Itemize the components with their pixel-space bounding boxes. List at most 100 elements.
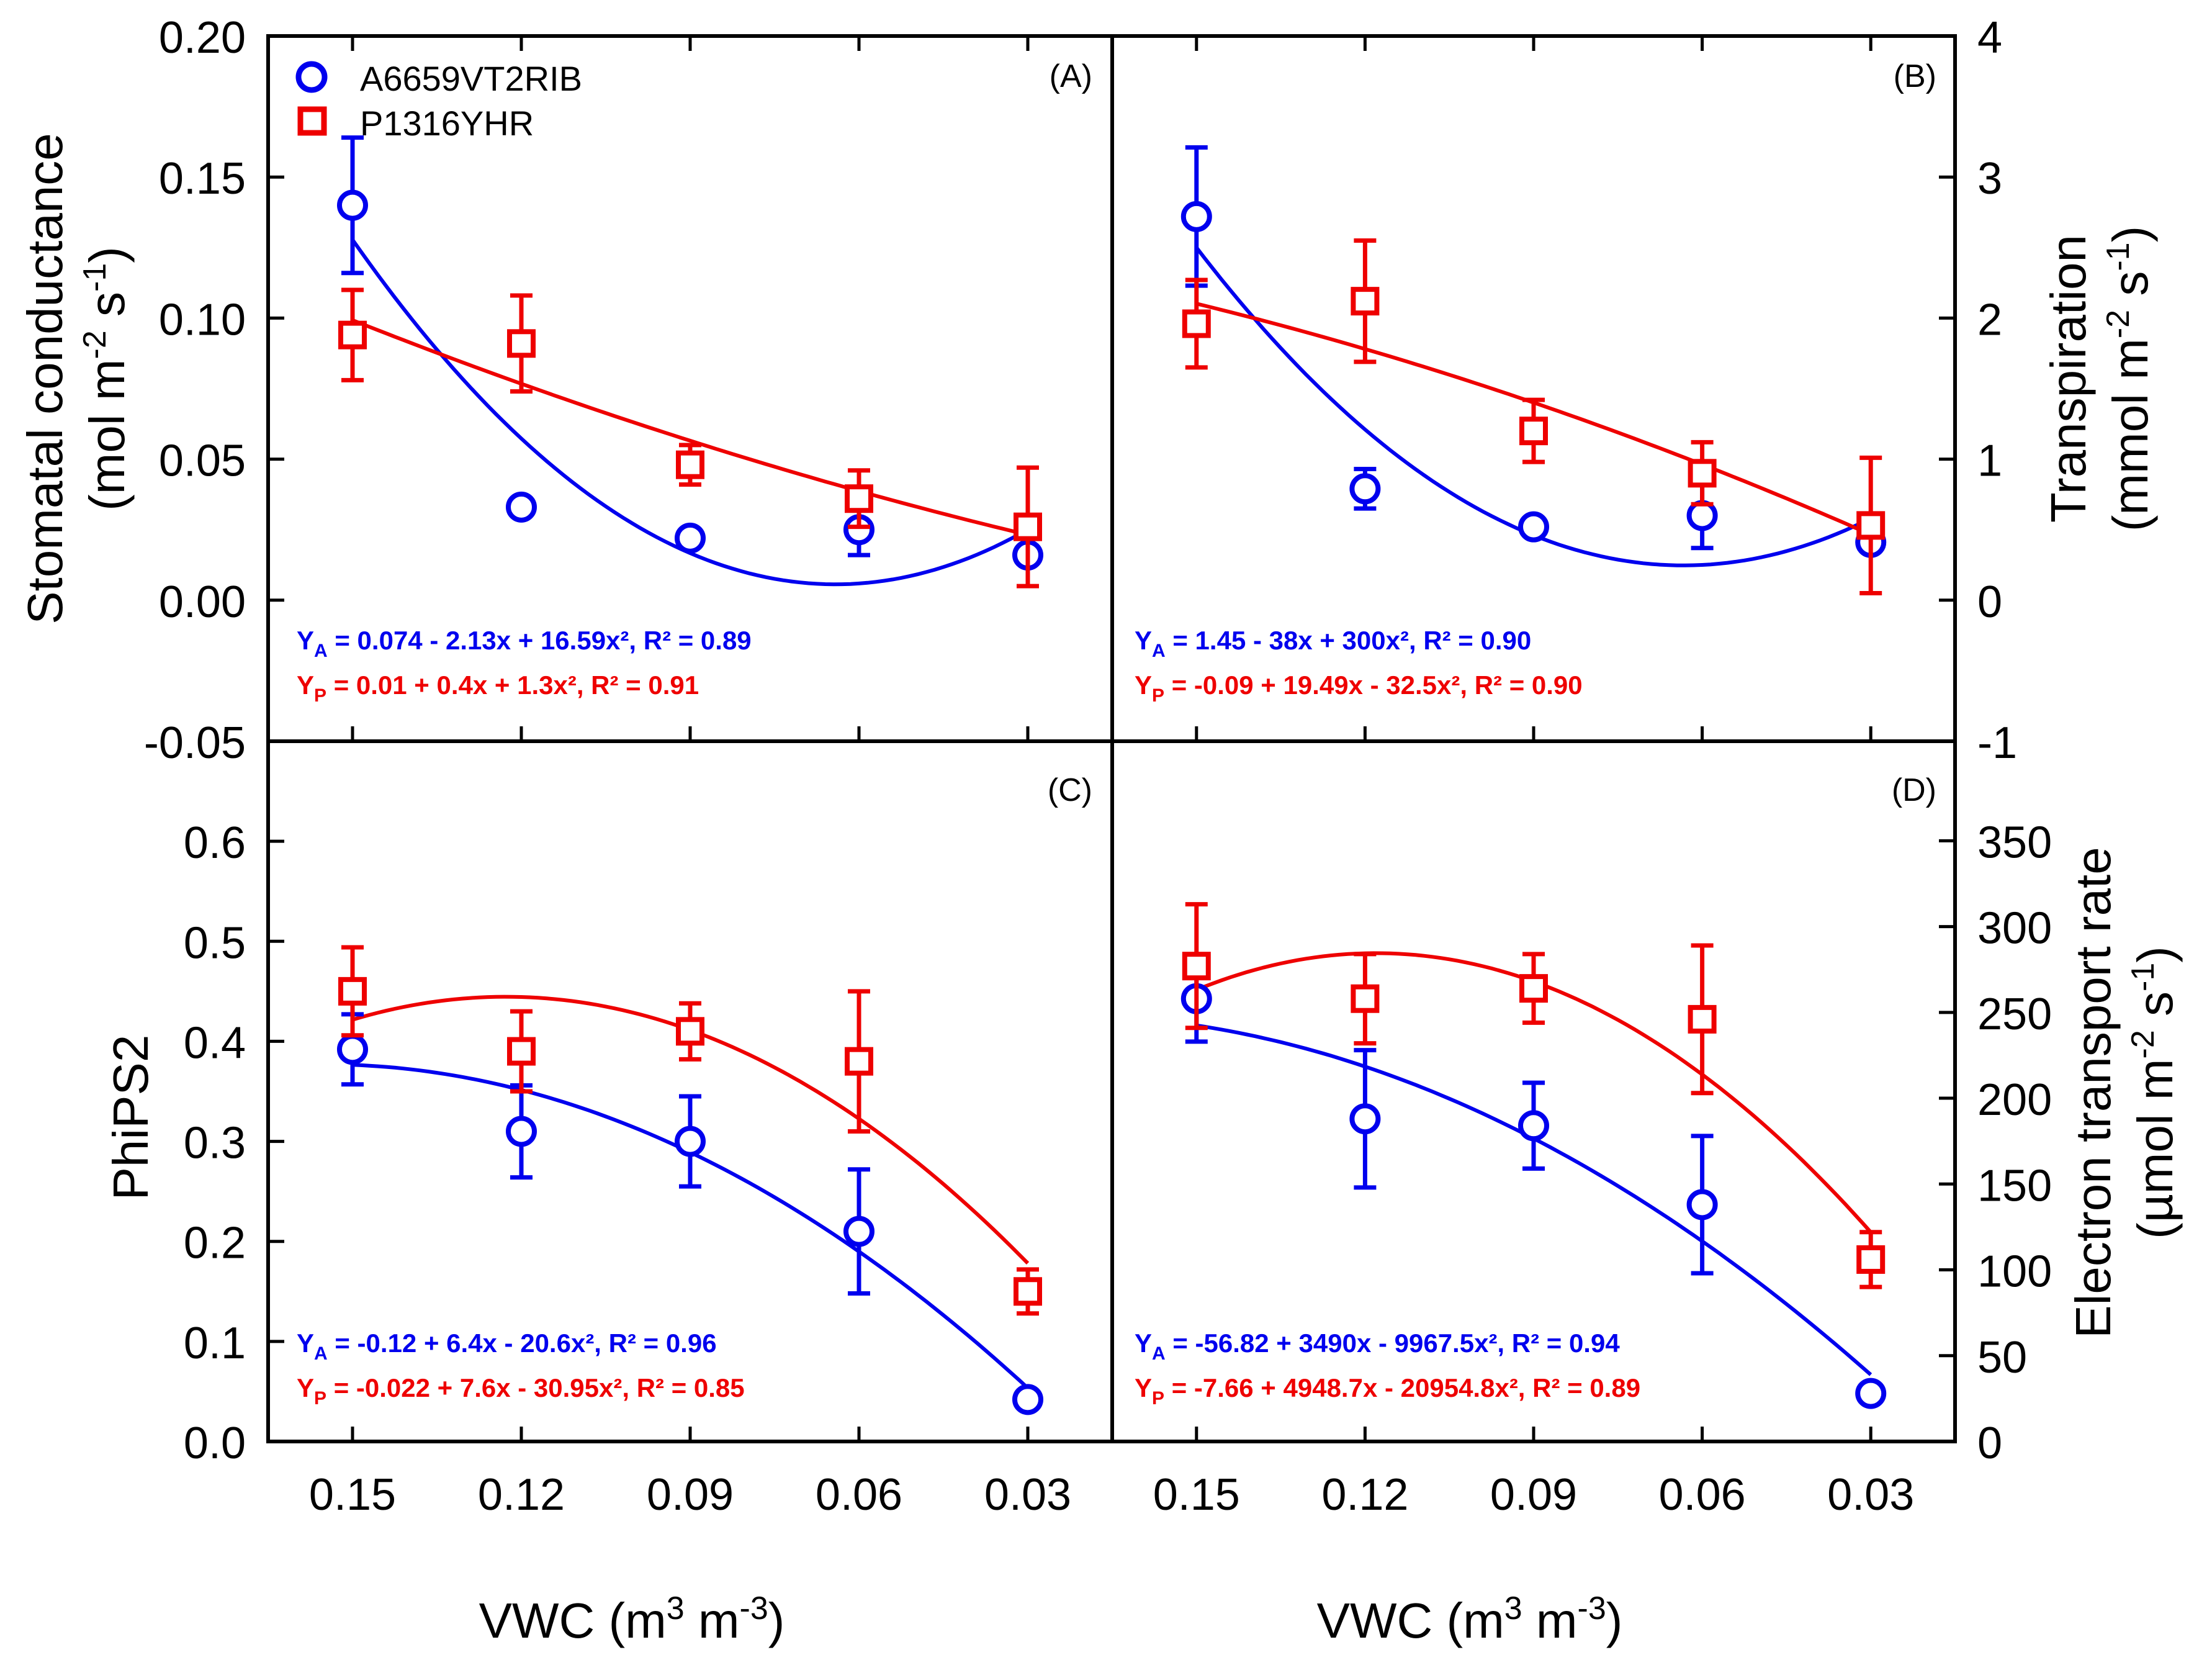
- data-point-square: [1519, 417, 1548, 446]
- x-tick-label: 0.12: [478, 1470, 565, 1520]
- x-tick-label: 0.03: [1827, 1470, 1914, 1520]
- data-point-square: [676, 1017, 704, 1046]
- data-point-circle: [675, 1125, 706, 1157]
- y-tick-label: 0.3: [184, 1119, 246, 1168]
- y-tick-label: 3: [1977, 154, 2002, 204]
- y-tick-label: 0.05: [159, 436, 246, 486]
- data-point-circle: [1349, 473, 1381, 505]
- y-tick-label: -0.05: [144, 718, 246, 768]
- legend-label-a: A6659VT2RIB: [360, 59, 582, 98]
- equation-a: YA = -0.12 + 6.4x - 20.6x², R² = 0.96: [297, 1328, 717, 1364]
- panel-label: (A): [1050, 58, 1092, 94]
- equation-a: YA = -56.82 + 3490x - 9967.5x², R² = 0.9…: [1135, 1328, 1620, 1364]
- y-tick-label: 200: [1977, 1075, 2052, 1125]
- equation-p: YP = -0.022 + 7.6x - 30.95x², R² = 0.85: [297, 1373, 745, 1409]
- panel-d: 0 50 100 150 200 250 300 350 0.15 0.12 0.09 0.06 0.0…: [1110, 739, 2052, 1520]
- legend-circle-marker: [295, 61, 328, 93]
- data-point-circle: [506, 491, 537, 523]
- ylabel-b-unit: (mmol m-2 s-1): [2100, 226, 2158, 531]
- y-tick-label: 0.0: [184, 1419, 246, 1468]
- x-tick-label: 0.03: [984, 1470, 1071, 1520]
- panel-label: (D): [1892, 772, 1936, 808]
- data-point-circle: [337, 1034, 368, 1065]
- y-tick-label: 50: [1977, 1333, 2027, 1383]
- ylabel-a: Stomatal conductance: [17, 133, 73, 625]
- ylabel-b: Transpiration: [2041, 235, 2096, 523]
- y-tick-label: 300: [1977, 904, 2052, 954]
- y-tick-label: 0.4: [184, 1018, 246, 1068]
- data-point-square: [1014, 512, 1042, 541]
- y-tick-label: 2: [1977, 295, 2002, 345]
- y-tick-label: 150: [1977, 1161, 2052, 1211]
- data-point-circle: [337, 189, 368, 221]
- x-tick-label: 0.06: [1659, 1470, 1746, 1520]
- x-tick-label: 0.06: [816, 1470, 902, 1520]
- legend-square-marker: [297, 106, 327, 136]
- data-point-circle: [1686, 1189, 1718, 1220]
- data-point-square: [1351, 287, 1380, 316]
- ylabel-d: Electron transport rate: [2066, 847, 2121, 1338]
- y-tick-label: 0.10: [159, 295, 246, 345]
- y-tick-label: 0.00: [159, 577, 246, 627]
- y-tick-label: 0.15: [159, 154, 246, 204]
- data-point-circle: [506, 1116, 537, 1147]
- y-tick-label: 0.6: [184, 818, 246, 868]
- data-point-circle: [1518, 1110, 1549, 1142]
- panel-label: (B): [1894, 58, 1936, 94]
- data-point-square: [1182, 309, 1211, 338]
- y-tick-label: 0.1: [184, 1319, 246, 1368]
- data-point-square: [507, 329, 536, 358]
- ylabel-d-group: Electron transport rate (µmol m-2 s-1): [2066, 847, 2183, 1338]
- data-point-square: [1182, 952, 1211, 981]
- xlabel-left: VWC (m3 m-3): [479, 1590, 785, 1648]
- data-point-square: [1688, 459, 1717, 488]
- data-point-circle: [1855, 1378, 1887, 1409]
- panel-b: -1 0 1 2 3 4 (B) YA = 1.45 - 38x + 300x², R² = …: [1110, 13, 2017, 768]
- data-point-circle: [843, 1216, 874, 1247]
- panel-c: 0.0 0.1 0.2 0.3 0.4 0.5 0.6 0.15 0.12 0.09 0.06 0.0…: [184, 739, 1114, 1520]
- x-tick-label: 0.15: [1153, 1470, 1240, 1520]
- ylabel-d-unit: (µmol m-2 s-1): [2125, 946, 2183, 1239]
- panels: -0.050.000.050.100.150.20(A)YA = 0.074 -…: [144, 13, 2052, 1520]
- data-point-circle: [1349, 1103, 1381, 1135]
- data-point-square: [338, 977, 367, 1006]
- legend: A6659VT2RIB P1316YHR: [295, 59, 582, 143]
- data-point-square: [507, 1037, 536, 1066]
- data-point-square: [845, 484, 873, 513]
- data-point-circle: [675, 522, 706, 554]
- equation-a: YA = 0.074 - 2.13x + 16.59x², R² = 0.89: [297, 626, 752, 661]
- data-point-circle: [1180, 201, 1212, 232]
- equation-p: YP = -7.66 + 4948.7x - 20954.8x², R² = 0…: [1135, 1373, 1640, 1409]
- equation-p: YP = -0.09 + 19.49x - 32.5x², R² = 0.90: [1135, 670, 1583, 706]
- panel-a: -0.05 0.00 0.05 0.10 0.15 0.20 (A) YA = 0.074 -…: [144, 13, 1114, 768]
- x-tick-label: 0.09: [647, 1470, 734, 1520]
- y-tick-label: 250: [1977, 990, 2052, 1039]
- y-tick-label: 350: [1977, 818, 2052, 867]
- data-point-circle: [1518, 511, 1549, 543]
- data-point-square: [676, 450, 704, 479]
- y-tick-label: 0.5: [184, 918, 246, 968]
- y-tick-label: 0.2: [184, 1219, 246, 1268]
- ylabel-a-group: Stomatal conductance (mol m-2 s-1): [17, 133, 135, 625]
- xlabel-right: VWC (m3 m-3): [1317, 1590, 1623, 1648]
- data-point-square: [338, 320, 367, 350]
- panel-label: (C): [1048, 772, 1092, 808]
- fit-curve-square: [351, 318, 1028, 537]
- data-point-circle: [1012, 1384, 1043, 1415]
- y-tick-label: 100: [1977, 1247, 2052, 1297]
- y-tick-label: 0: [1977, 1419, 2002, 1468]
- y-tick-label: 4: [1977, 13, 2002, 63]
- data-point-square: [1856, 511, 1886, 540]
- data-point-square: [1014, 1277, 1042, 1306]
- ylabel-c: PhiPS2: [103, 1035, 158, 1201]
- y-tick-label: 0.20: [159, 13, 246, 63]
- equation-a: YA = 1.45 - 38x + 300x², R² = 0.90: [1135, 626, 1531, 661]
- ylabel-a-unit: (mol m-2 s-1): [77, 246, 135, 511]
- x-tick-label: 0.12: [1321, 1470, 1408, 1520]
- y-tick-label: 0: [1977, 577, 2002, 627]
- x-tick-label: 0.15: [309, 1470, 396, 1520]
- x-tick-label: 0.09: [1490, 1470, 1577, 1520]
- data-point-square: [1688, 1004, 1717, 1034]
- fit-curve-circle: [1196, 1023, 1873, 1376]
